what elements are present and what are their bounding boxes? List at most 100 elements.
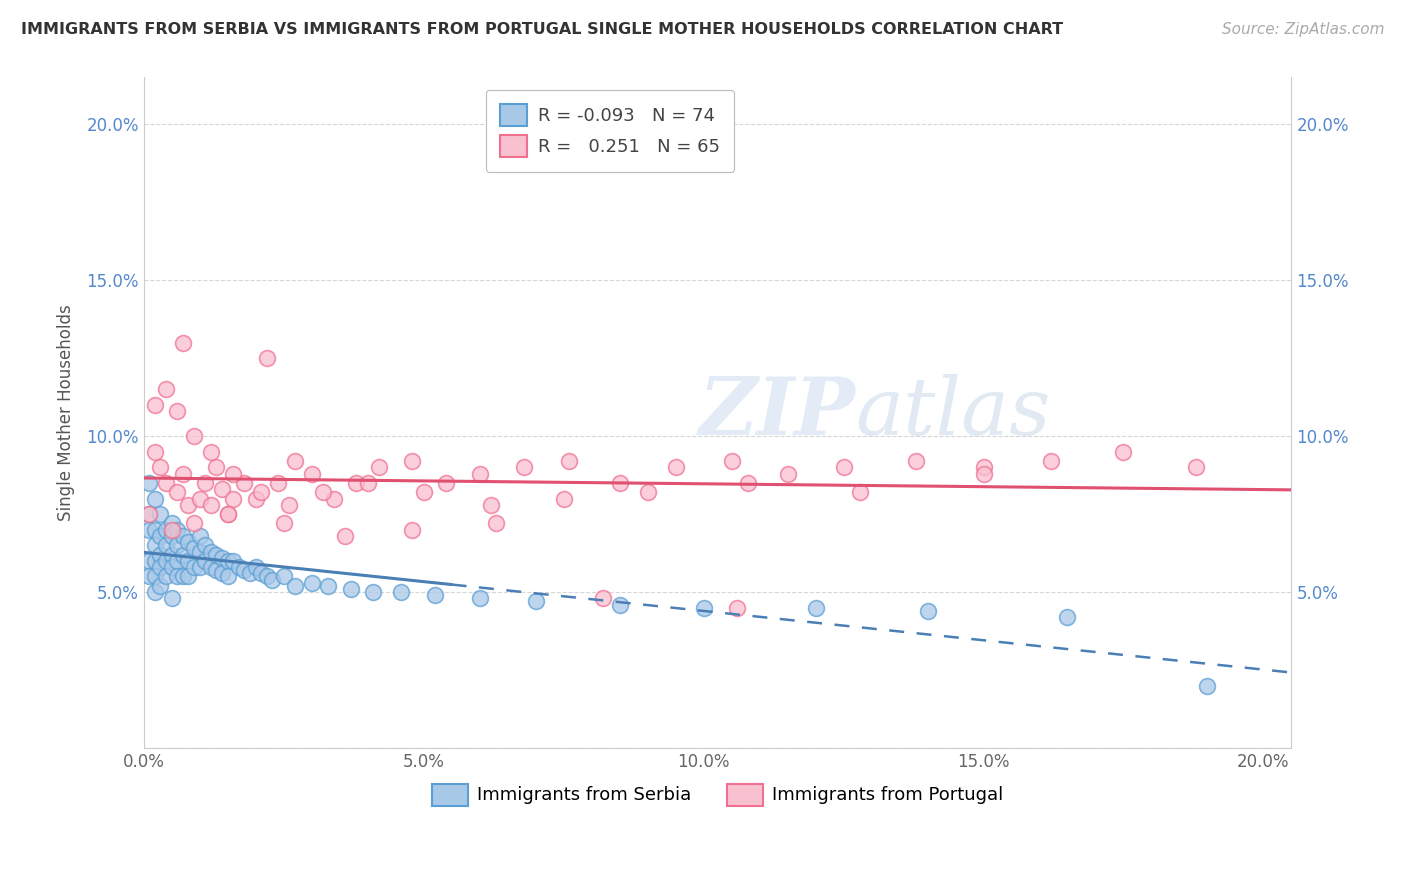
Point: [256, 351, 278, 366]
Point: [233, 563, 256, 577]
Point: [434, 475, 457, 490]
Point: [138, 554, 160, 568]
Point: [1197, 679, 1219, 693]
Point: [177, 569, 200, 583]
Point: [188, 560, 211, 574]
Point: [194, 554, 217, 568]
Point: [367, 460, 389, 475]
Point: [149, 579, 172, 593]
Point: [217, 507, 239, 521]
Point: [188, 529, 211, 543]
Point: [138, 475, 160, 490]
Point: [301, 467, 323, 481]
Point: [138, 507, 160, 521]
Point: [558, 454, 581, 468]
Point: [188, 544, 211, 558]
Point: [172, 529, 194, 543]
Point: [344, 475, 367, 490]
Point: [592, 591, 614, 606]
Point: [149, 460, 172, 475]
Point: [166, 404, 188, 418]
Point: [143, 398, 166, 412]
Point: [155, 569, 177, 583]
Point: [664, 460, 686, 475]
Point: [143, 491, 166, 506]
Point: [222, 554, 245, 568]
Point: [1056, 610, 1078, 624]
Point: [166, 554, 188, 568]
Point: [301, 575, 323, 590]
Text: Source: ZipAtlas.com: Source: ZipAtlas.com: [1222, 22, 1385, 37]
Point: [804, 600, 827, 615]
Point: [609, 598, 631, 612]
Point: [138, 569, 160, 583]
Text: IMMIGRANTS FROM SERBIA VS IMMIGRANTS FROM PORTUGAL SINGLE MOTHER HOUSEHOLDS CORR: IMMIGRANTS FROM SERBIA VS IMMIGRANTS FRO…: [21, 22, 1063, 37]
Point: [250, 485, 273, 500]
Point: [1185, 460, 1208, 475]
Point: [166, 485, 188, 500]
Point: [250, 566, 273, 581]
Point: [278, 498, 301, 512]
Point: [200, 560, 222, 574]
Point: [143, 538, 166, 552]
Point: [725, 600, 748, 615]
Point: [239, 566, 262, 581]
Point: [356, 475, 378, 490]
Point: [172, 548, 194, 562]
Point: [323, 491, 346, 506]
Point: [401, 523, 423, 537]
Point: [200, 544, 222, 558]
Point: [194, 475, 217, 490]
Point: [194, 538, 217, 552]
Point: [217, 507, 239, 521]
Point: [155, 382, 177, 396]
Point: [160, 591, 183, 606]
Point: [183, 516, 205, 531]
Point: [1039, 454, 1062, 468]
Text: atlas: atlas: [855, 374, 1050, 451]
Point: [160, 523, 183, 537]
Point: [177, 554, 200, 568]
Point: [973, 460, 995, 475]
Point: [183, 560, 205, 574]
Point: [222, 491, 245, 506]
Point: [524, 594, 547, 608]
Text: ZIP: ZIP: [699, 374, 855, 451]
Point: [1112, 444, 1135, 458]
Point: [849, 485, 872, 500]
Point: [245, 560, 267, 574]
Point: [267, 475, 290, 490]
Point: [479, 498, 502, 512]
Point: [637, 485, 659, 500]
Point: [155, 523, 177, 537]
Point: [143, 585, 166, 599]
Point: [262, 573, 284, 587]
Point: [905, 454, 928, 468]
Point: [318, 579, 340, 593]
Point: [149, 507, 172, 521]
Point: [149, 529, 172, 543]
Point: [166, 569, 188, 583]
Point: [692, 600, 714, 615]
Point: [138, 523, 160, 537]
Point: [211, 566, 233, 581]
Point: [205, 563, 228, 577]
Point: [412, 485, 434, 500]
Point: [361, 585, 384, 599]
Point: [485, 516, 508, 531]
Point: [160, 548, 183, 562]
Point: [973, 467, 995, 481]
Point: [172, 569, 194, 583]
Point: [143, 444, 166, 458]
Point: [160, 560, 183, 574]
Point: [200, 498, 222, 512]
Point: [256, 569, 278, 583]
Point: [228, 560, 250, 574]
Point: [217, 569, 239, 583]
Point: [273, 569, 295, 583]
Point: [222, 467, 245, 481]
Point: [340, 582, 363, 596]
Point: [183, 429, 205, 443]
Point: [172, 467, 194, 481]
Point: [172, 335, 194, 350]
